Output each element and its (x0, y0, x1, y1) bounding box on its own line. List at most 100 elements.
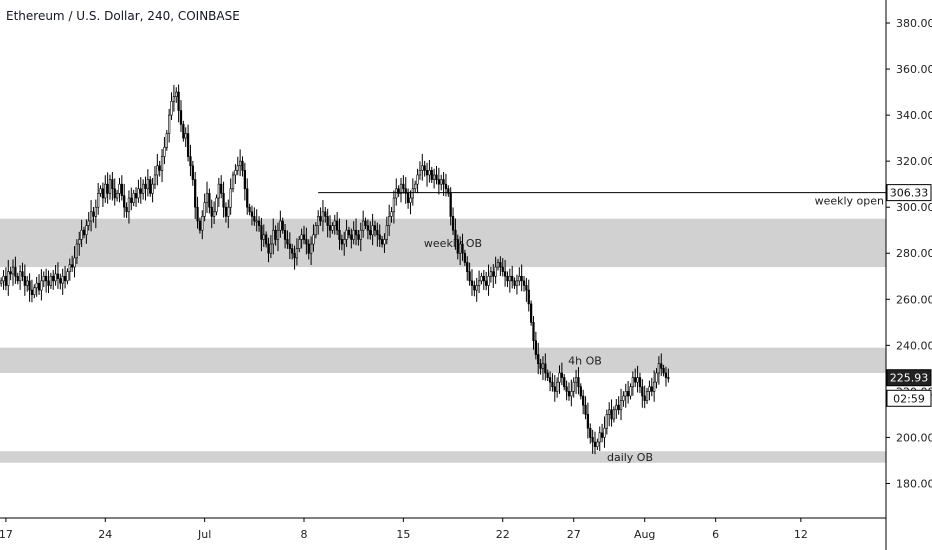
candle-body (454, 229, 457, 240)
candle-body (142, 183, 145, 194)
candle (485, 271, 488, 291)
candle-body (30, 289, 34, 295)
candle (586, 402, 590, 439)
candle-body (395, 188, 398, 199)
candle-body (626, 391, 630, 397)
candle (506, 271, 509, 288)
candle (664, 366, 668, 387)
candle (556, 377, 559, 398)
candle-body (4, 275, 8, 286)
candle-body (331, 225, 334, 231)
candle-body (470, 280, 474, 286)
candle (608, 402, 611, 427)
candle-body (451, 216, 455, 231)
candle (643, 385, 646, 409)
candle-body (428, 170, 431, 176)
candle (194, 171, 197, 219)
candle (14, 256, 17, 284)
candle (572, 377, 575, 398)
candle (468, 262, 471, 286)
price-label-text: 306.33 (890, 187, 929, 200)
candle-body (54, 273, 57, 282)
candle (489, 266, 493, 283)
candle-body (198, 220, 202, 231)
candles-layer (0, 84, 670, 455)
candle-body (383, 239, 386, 245)
candle-body (463, 252, 467, 263)
candle-body (241, 160, 244, 171)
candle (149, 176, 152, 197)
candle-body (634, 377, 637, 383)
candle-body (134, 193, 138, 199)
candle-body (459, 243, 462, 254)
candle (56, 262, 60, 289)
candle-body (333, 220, 336, 226)
candle-body (35, 282, 38, 289)
candle-body (482, 275, 485, 282)
candle (276, 222, 280, 252)
candle (196, 196, 199, 229)
x-tick-label: 24 (98, 528, 112, 541)
candle-body (534, 340, 537, 355)
candle-body (631, 377, 634, 388)
y-axis[interactable]: 180.00200.00220.00240.00260.00280.00300.… (885, 0, 932, 550)
candle-body (324, 211, 327, 217)
candle (231, 171, 235, 193)
candle-body (345, 229, 348, 240)
x-axis[interactable]: 17 24 Jul 8 15 22 27 Aug 6 12 (0, 517, 886, 541)
candle-body (298, 239, 301, 249)
candle-body (94, 206, 97, 217)
candle (404, 177, 407, 204)
candle-body (449, 193, 452, 217)
candle (30, 279, 34, 303)
candle-body (291, 248, 294, 254)
candle (243, 162, 246, 201)
candle-body (132, 193, 135, 203)
candle-body (366, 225, 370, 231)
candle (331, 222, 334, 234)
candle-body (231, 174, 235, 190)
candle (7, 259, 10, 296)
candle (241, 156, 244, 177)
candle-body (295, 248, 299, 259)
candle-body (591, 437, 594, 443)
candle-body (390, 211, 393, 217)
candle-body (461, 243, 464, 254)
candle-body (305, 239, 308, 245)
candle (26, 276, 29, 292)
candle-body (75, 243, 79, 259)
candle (449, 187, 452, 226)
candle (198, 217, 202, 234)
candle (473, 280, 476, 297)
candle-body (508, 275, 511, 282)
candle (617, 396, 620, 415)
candle (636, 365, 639, 393)
candle (142, 179, 145, 200)
candle-body (636, 377, 639, 383)
candle (352, 221, 355, 245)
candle-body (456, 239, 459, 254)
candle-body (113, 188, 116, 199)
candle-body (250, 211, 254, 217)
candle-body (99, 188, 102, 194)
candle-body (314, 225, 317, 236)
candle-body (529, 303, 533, 323)
candle (182, 120, 185, 142)
candle (428, 160, 431, 183)
candle-body (520, 275, 523, 282)
candle-body (378, 234, 381, 240)
candle-body (617, 404, 620, 411)
candle-body (191, 165, 194, 180)
candle-body (217, 183, 220, 199)
candle-body (47, 280, 50, 286)
candle-body (622, 395, 625, 401)
candle (227, 199, 230, 229)
candle (577, 367, 580, 395)
candle (492, 264, 495, 289)
candle (239, 149, 242, 177)
candle (125, 202, 128, 219)
candle-body (215, 197, 218, 213)
candle-body (208, 193, 211, 208)
candle (619, 388, 623, 421)
